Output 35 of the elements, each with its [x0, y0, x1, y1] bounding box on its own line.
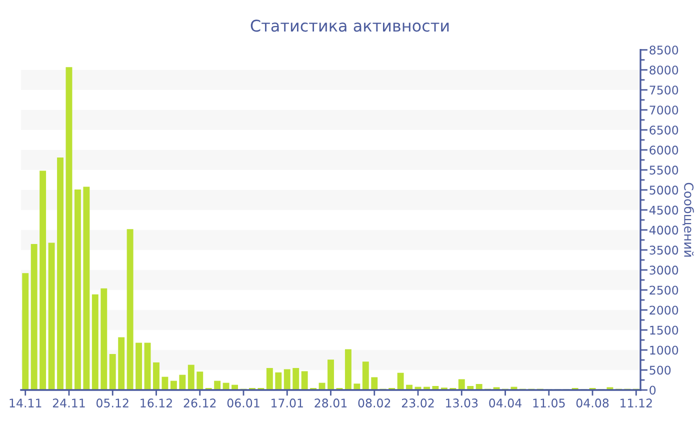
y-tick-label: 2500: [650, 286, 678, 295]
x-tick-label: 05.12: [96, 398, 128, 408]
x-tick-label: 23.02: [402, 398, 434, 408]
x-tick-label: 14.11: [10, 398, 42, 408]
x-tick-label: 17.01: [272, 398, 303, 408]
y-tick-label: 3500: [650, 246, 678, 255]
x-tick-label: 11.12: [620, 398, 652, 408]
y-tick-label: 5500: [650, 166, 678, 175]
chart-title: Статистика активности: [250, 20, 449, 32]
y-tick-label: 6000: [650, 146, 678, 155]
x-tick-label: 06.01: [227, 398, 260, 408]
y-axis-title: Сообщений: [682, 182, 694, 257]
x-tick-label: 08.02: [358, 398, 390, 408]
x-tick-label: 24.11: [52, 398, 85, 408]
y-tick-label: 1500: [650, 326, 678, 335]
x-tick-label: 04.08: [576, 398, 609, 408]
y-tick-label: 4500: [649, 206, 678, 215]
x-tick-label: 04.04: [489, 398, 522, 408]
y-tick-label: 7000: [650, 106, 678, 115]
y-tick-label: 8500: [650, 46, 678, 55]
x-tick-label: 16.12: [140, 398, 172, 408]
y-tick-label: 500: [650, 366, 671, 375]
y-tick-label: 5000: [650, 186, 678, 195]
y-tick-label: 2000: [650, 306, 678, 315]
x-tick-label: 26.12: [184, 398, 216, 408]
y-tick-label: 3000: [650, 266, 678, 275]
y-tick-label: 7500: [650, 86, 678, 95]
y-tick-label: 0: [650, 386, 656, 395]
x-tick-label: 13.03: [446, 398, 478, 408]
y-tick-label: 6500: [650, 126, 678, 135]
y-tick-label: 4000: [649, 226, 678, 235]
y-tick-label: 8000: [650, 66, 678, 75]
y-tick-label: 1000: [650, 346, 678, 355]
x-tick-label: 28.01: [314, 398, 347, 408]
x-tick-label: 11.05: [533, 398, 565, 408]
